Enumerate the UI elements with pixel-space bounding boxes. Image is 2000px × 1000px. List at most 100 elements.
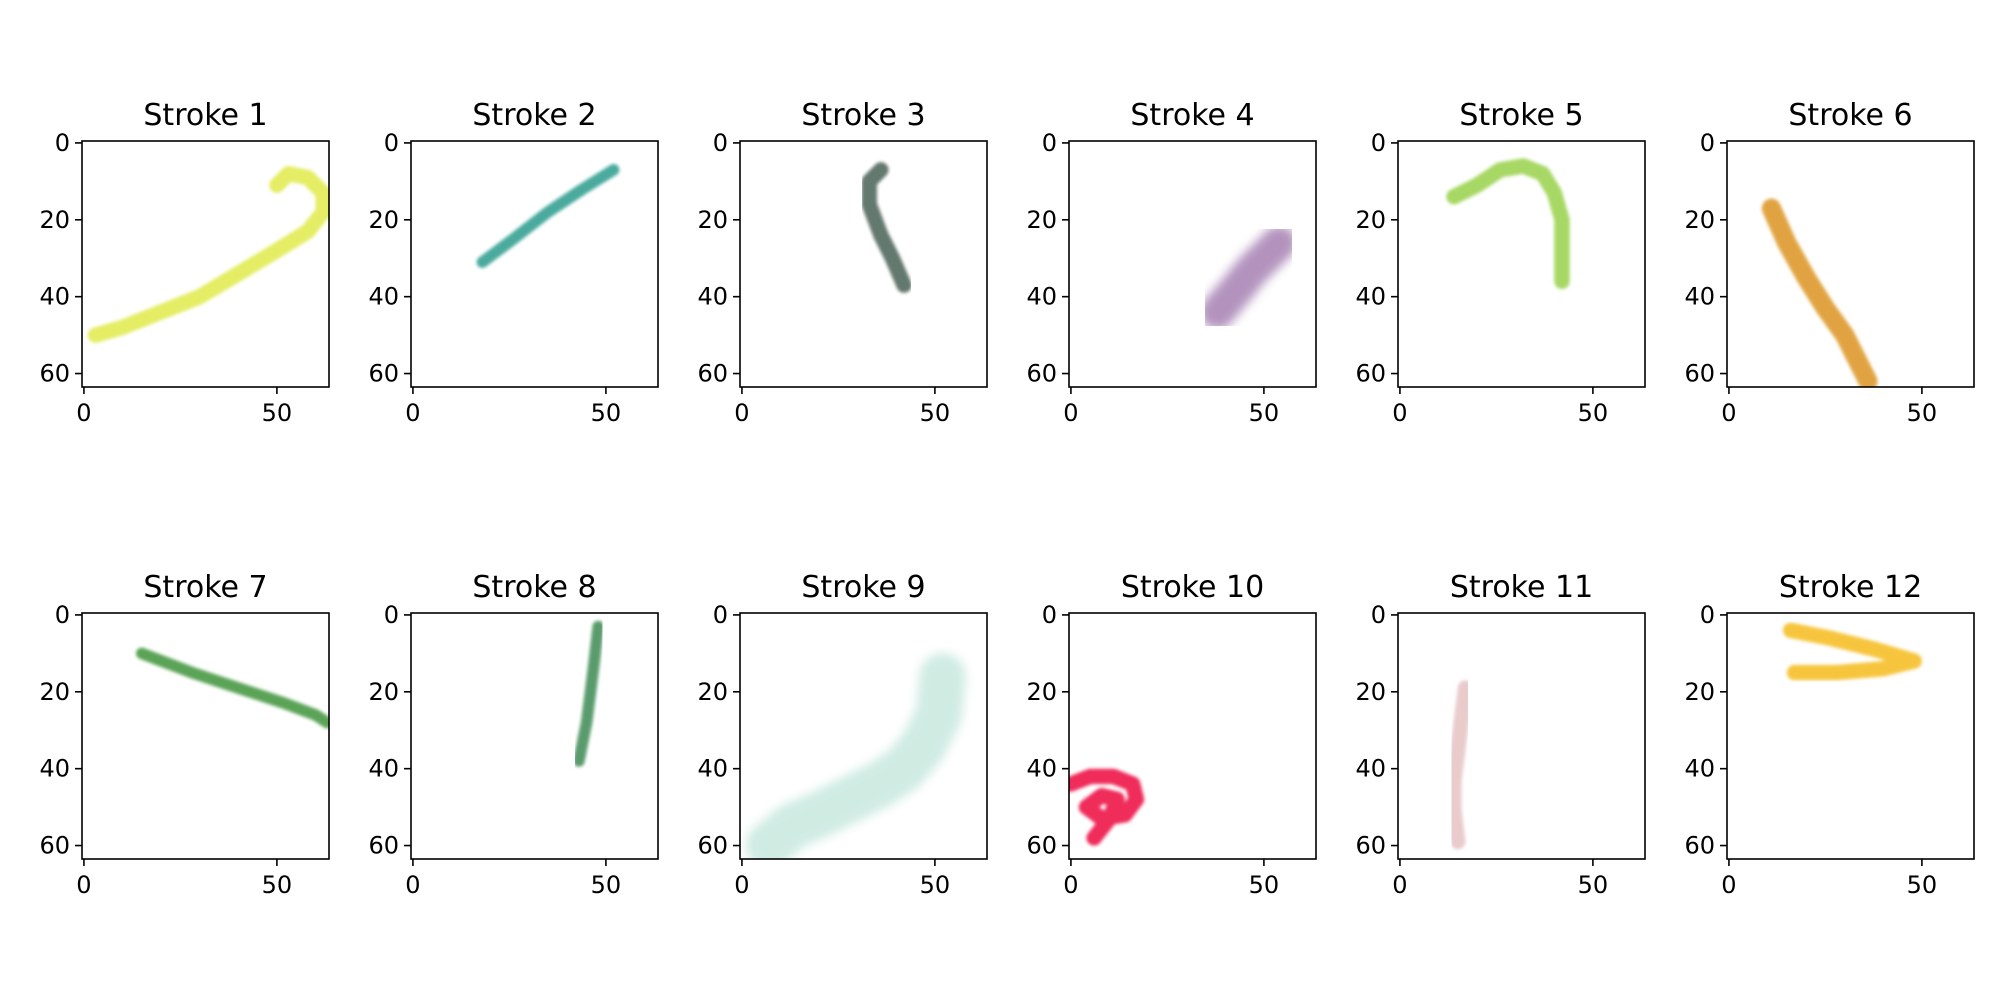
y-tick-label: 40: [1026, 283, 1057, 311]
x-tick-label: 50: [1907, 871, 1938, 899]
x-tick-label: 50: [1249, 399, 1280, 427]
x-tick-label: 0: [1721, 399, 1736, 427]
stroke-panel: Stroke 4 0 50 0 20 40 60: [1026, 98, 1317, 427]
y-tick-label: 60: [1684, 360, 1715, 388]
y-tick-label: 60: [1684, 832, 1715, 860]
stroke-path: [1200, 225, 1297, 330]
y-tick-label: 40: [697, 755, 728, 783]
y-tick-label: 20: [1355, 206, 1386, 234]
y-tick-label: 40: [1684, 283, 1715, 311]
x-tick-label: 0: [405, 871, 420, 899]
stroke-panel: Stroke 7 0 50 0 20 40 60: [39, 570, 330, 899]
panel-title: Stroke 3: [801, 98, 925, 133]
y-tick-label: 20: [1684, 678, 1715, 706]
stroke-path: [1446, 158, 1570, 289]
x-tick-label: 50: [262, 871, 293, 899]
axes-background: [1727, 613, 1974, 859]
axes-frame: [1726, 140, 1975, 388]
stroke-panel: Stroke 12 0 50 0 20 40 60: [1684, 570, 1975, 899]
x-tick-label: 50: [920, 399, 951, 427]
y-tick-label: 0: [384, 129, 399, 157]
stroke-panel: Stroke 2 0 50 0 20 40 60: [368, 98, 659, 427]
axes-frame: [410, 140, 659, 388]
x-tick-label: 50: [591, 871, 622, 899]
y-tick-label: 40: [368, 755, 399, 783]
panel-title: Stroke 9: [801, 570, 925, 605]
panel-title: Stroke 6: [1788, 98, 1912, 133]
axes-frame: [739, 612, 988, 860]
stroke-panel: Stroke 1 0 50 0 20 40 60: [39, 98, 330, 427]
x-tick-label: 50: [1578, 871, 1609, 899]
panel-title: Stroke 7: [143, 570, 267, 605]
x-tick-label: 0: [76, 871, 91, 899]
y-tick-label: 60: [1026, 832, 1057, 860]
y-tick-label: 40: [1355, 755, 1386, 783]
y-tick-label: 0: [1700, 129, 1715, 157]
stroke-path: [1446, 680, 1474, 850]
y-tick-label: 60: [39, 360, 70, 388]
y-tick-label: 20: [39, 206, 70, 234]
stroke-path: [1783, 622, 1922, 681]
y-tick-label: 40: [39, 283, 70, 311]
x-tick-label: 0: [1721, 871, 1736, 899]
y-tick-label: 60: [368, 832, 399, 860]
panel-title: Stroke 8: [472, 570, 596, 605]
x-tick-label: 0: [734, 871, 749, 899]
panel-title: Stroke 2: [472, 98, 596, 133]
stroke-path: [87, 166, 329, 343]
y-tick-label: 0: [55, 601, 70, 629]
x-tick-label: 0: [1063, 871, 1078, 899]
stroke-panel: Stroke 6 0 50 0 20 40 60: [1684, 98, 1975, 427]
axes-frame: [1068, 612, 1317, 860]
stroke-panel: Stroke 5 0 50 0 20 40 60: [1355, 98, 1646, 427]
x-tick-label: 50: [591, 399, 622, 427]
y-tick-label: 0: [55, 129, 70, 157]
stroke-path: [1761, 198, 1878, 387]
axes-background: [1398, 141, 1645, 387]
y-tick-label: 0: [1042, 129, 1057, 157]
stroke-panel: Stroke 11 0 50 0 20 40 60: [1355, 570, 1646, 899]
y-tick-label: 20: [1355, 678, 1386, 706]
y-tick-label: 20: [368, 678, 399, 706]
panel-title: Stroke 11: [1450, 570, 1593, 605]
y-tick-label: 60: [1355, 832, 1386, 860]
y-tick-label: 40: [1355, 283, 1386, 311]
x-tick-label: 0: [1063, 399, 1078, 427]
panel-title: Stroke 10: [1121, 570, 1264, 605]
y-tick-label: 60: [39, 832, 70, 860]
y-tick-label: 0: [713, 129, 728, 157]
axes-frame: [1397, 140, 1646, 388]
y-tick-label: 0: [1371, 601, 1386, 629]
x-tick-label: 0: [734, 399, 749, 427]
y-tick-label: 0: [1371, 129, 1386, 157]
y-tick-label: 0: [713, 601, 728, 629]
axes-frame: [739, 140, 988, 388]
y-tick-label: 0: [1700, 601, 1715, 629]
y-tick-label: 40: [1684, 755, 1715, 783]
x-tick-label: 0: [76, 399, 91, 427]
axes-frame: [410, 612, 659, 860]
y-tick-label: 20: [1684, 206, 1715, 234]
panel-title: Stroke 4: [1130, 98, 1254, 133]
stroke-path: [476, 164, 620, 268]
stroke-path: [861, 162, 912, 293]
axes-frame: [1397, 612, 1646, 860]
y-tick-label: 0: [384, 601, 399, 629]
y-tick-label: 20: [1026, 206, 1057, 234]
x-tick-label: 50: [1907, 399, 1938, 427]
y-tick-label: 20: [368, 206, 399, 234]
stroke-panel: Stroke 9 0 50 0 20 40 60: [697, 570, 988, 899]
axes-frame: [1726, 612, 1975, 860]
axes-background: [82, 613, 329, 859]
x-tick-label: 0: [1392, 399, 1407, 427]
y-tick-label: 40: [39, 755, 70, 783]
y-tick-label: 20: [1026, 678, 1057, 706]
y-tick-label: 60: [1355, 360, 1386, 388]
y-tick-label: 0: [1042, 601, 1057, 629]
panel-title: Stroke 12: [1779, 570, 1922, 605]
y-tick-label: 20: [697, 678, 728, 706]
stroke-path: [573, 620, 604, 767]
axes-background: [411, 141, 658, 387]
